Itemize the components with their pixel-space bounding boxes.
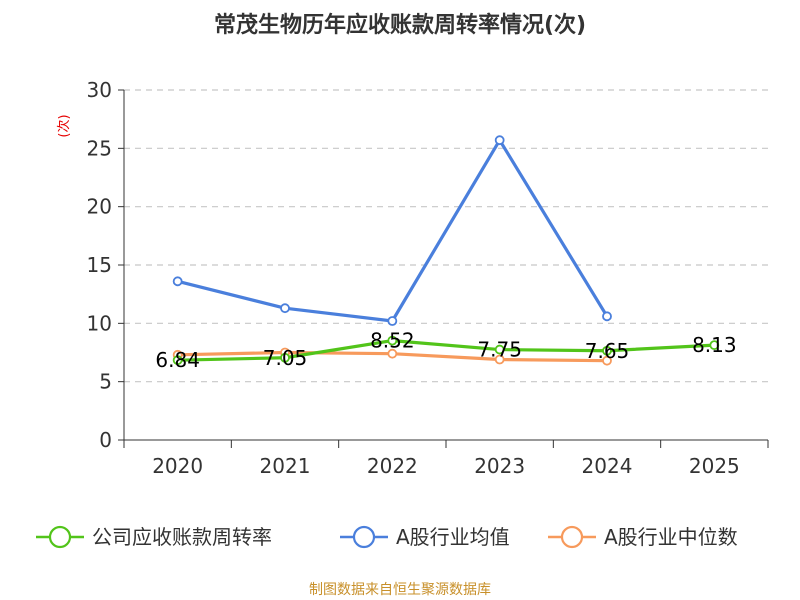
series-point xyxy=(494,135,505,146)
x-tick-label: 2023 xyxy=(474,454,525,478)
legend-item[interactable]: A股行业均值 xyxy=(340,525,510,549)
x-tick-label: 2020 xyxy=(152,454,203,478)
legend-marker xyxy=(560,525,584,549)
legend-item[interactable]: 公司应收账款周转率 xyxy=(36,525,272,549)
x-tick-label: 2021 xyxy=(260,454,311,478)
legend-label: 公司应收账款周转率 xyxy=(92,525,272,549)
series-point xyxy=(387,316,398,326)
grid xyxy=(124,89,768,383)
series-point xyxy=(602,355,612,366)
data-labels: 6.84 7.05 8.52 7.75 7.65 8.13 xyxy=(155,329,736,373)
series-point xyxy=(387,335,398,346)
series-point xyxy=(387,348,398,359)
legend-item[interactable]: A股行业中位数 xyxy=(548,525,738,549)
legend-label: A股行业中位数 xyxy=(604,525,738,549)
chart-title: 常茂生物历年应收账款周转率情况(次) xyxy=(214,12,586,38)
series-line xyxy=(176,138,609,323)
y-tick-label: 30 xyxy=(87,78,112,102)
y-tick-label: 20 xyxy=(87,195,112,219)
series-point xyxy=(709,340,720,351)
y-tick-label: 0 xyxy=(99,428,112,452)
data-label: 8.52 xyxy=(370,329,415,353)
source-note: 制图数据来自恒生聚源数据库 xyxy=(309,582,491,598)
series xyxy=(172,135,720,366)
series-point xyxy=(602,345,612,356)
series-point xyxy=(494,344,505,355)
series-point xyxy=(280,303,290,314)
data-label: 7.05 xyxy=(263,346,308,370)
data-label: 7.75 xyxy=(477,338,522,362)
x-tick-label: 2025 xyxy=(689,454,740,478)
series-point xyxy=(494,354,505,365)
series-point xyxy=(172,276,183,287)
data-label: 7.65 xyxy=(585,339,630,363)
legend-marker xyxy=(48,525,72,549)
series-line xyxy=(176,339,716,362)
y-tick-label: 5 xyxy=(99,370,112,394)
x-tick-label: 2024 xyxy=(582,454,633,478)
legend[interactable]: 公司应收账款周转率 A股行业均值 A股行业中位数 xyxy=(36,525,738,549)
y-axis-unit: (次) xyxy=(56,114,72,137)
x-tick-label: 2022 xyxy=(367,454,418,478)
y-tick-label: 15 xyxy=(87,253,112,277)
legend-label: A股行业均值 xyxy=(396,525,510,549)
series-point xyxy=(280,352,290,363)
series-point xyxy=(602,311,612,322)
series-point xyxy=(172,355,183,366)
data-label: 8.13 xyxy=(692,333,737,357)
legend-marker xyxy=(352,525,376,549)
y-tick-label: 10 xyxy=(87,311,112,335)
y-tick-label: 25 xyxy=(87,136,112,160)
data-label: 6.84 xyxy=(155,348,200,372)
